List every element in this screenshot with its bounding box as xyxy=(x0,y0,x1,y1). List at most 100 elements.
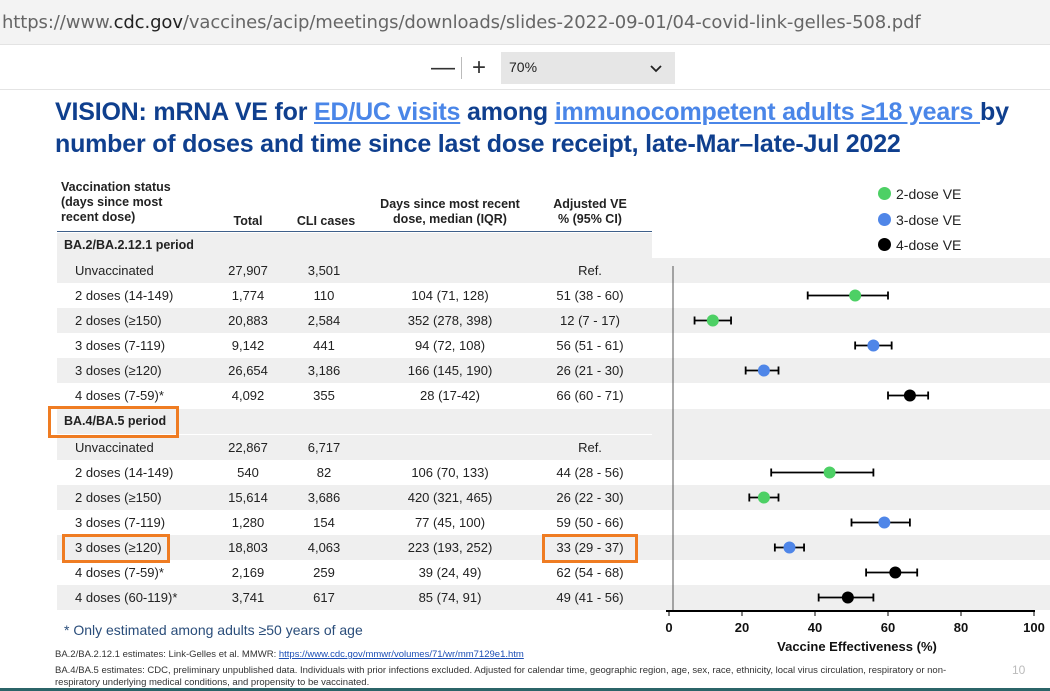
cell-cli: 6,717 xyxy=(307,440,341,455)
period-label: BA.4/BA.5 period xyxy=(57,409,652,434)
cell-cli: 110 xyxy=(313,288,335,303)
header-days-since-dose: Days since most recent dose, median (IQR… xyxy=(370,197,530,227)
cell-total: 27,907 xyxy=(228,263,268,278)
cell-cli: 3,686 xyxy=(307,490,341,505)
cell-total: 26,654 xyxy=(228,363,268,378)
highlight-3-doses-120 xyxy=(62,534,170,563)
cell-status: 2 doses (≥150) xyxy=(75,490,162,505)
ve-marker xyxy=(841,591,854,604)
cell-total: 18,803 xyxy=(228,540,268,555)
zoom-in-button[interactable]: + xyxy=(471,54,486,81)
cell-total: 20,883 xyxy=(228,313,268,328)
cell-total: 9,142 xyxy=(231,338,265,353)
cell-ve: 26 (22 - 30) xyxy=(556,490,624,505)
slide-title-line-1: VISION: mRNA VE for ED/UC visits among i… xyxy=(55,98,1009,127)
cell-ve: 44 (28 - 56) xyxy=(556,465,624,480)
table-row: 4 doses (60-119)* 3,741 617 85 (74, 91) 49 (… xyxy=(57,585,652,610)
ve-marker xyxy=(783,541,796,554)
ve-marker xyxy=(757,491,770,504)
x-tick-label: 100 xyxy=(1023,620,1045,635)
cell-status: 2 doses (14-149) xyxy=(75,465,174,480)
url-prefix: https://www. xyxy=(2,12,114,33)
cell-days: 104 (71, 128) xyxy=(411,288,489,303)
cell-total: 540 xyxy=(237,465,259,480)
source-line-3: respiratory underlying medical condition… xyxy=(55,677,370,688)
cell-total: 22,867 xyxy=(228,440,268,455)
cell-cli: 3,186 xyxy=(307,363,341,378)
cell-days: 352 (278, 398) xyxy=(407,313,493,328)
cell-cli: 154 xyxy=(313,515,335,530)
ve-point xyxy=(693,314,732,327)
ve-point xyxy=(865,566,919,579)
cell-ve: Ref. xyxy=(578,263,602,278)
x-tick-label: 80 xyxy=(954,620,968,635)
url-path: /vaccines/acip/meetings/downloads/slides… xyxy=(182,12,921,33)
cell-days: 85 (74, 91) xyxy=(418,590,482,605)
cell-ve: 56 (51 - 61) xyxy=(556,338,624,353)
cell-ve: 66 (60 - 71) xyxy=(556,388,624,403)
cell-total: 15,614 xyxy=(228,490,268,505)
zoom-select[interactable]: 70% xyxy=(501,52,675,84)
row-band xyxy=(652,409,1050,435)
zoom-out-button[interactable]: — xyxy=(431,54,455,81)
ve-marker xyxy=(903,389,916,402)
legend-4-dose: 4-dose VE xyxy=(878,237,961,253)
ve-point xyxy=(770,466,875,479)
title-text: VISION: mRNA VE for xyxy=(55,98,314,126)
table-row: 2 doses (≥150) 20,883 2,584 352 (278, 398) 1… xyxy=(57,308,652,333)
cell-cli: 4,063 xyxy=(307,540,341,555)
cell-ve: 33 (29 - 37) xyxy=(556,540,624,555)
ve-point xyxy=(817,591,875,604)
header-total: Total xyxy=(233,214,263,228)
table-row: 4 doses (7-59)* 2,169 259 39 (24, 49) 62 (54… xyxy=(57,560,652,585)
address-bar[interactable]: https://www.cdc.gov/vaccines/acip/meetin… xyxy=(0,0,1050,45)
cell-status: 4 doses (60-119)* xyxy=(75,590,178,605)
cell-status: 3 doses (≥120) xyxy=(75,363,162,378)
green-dot-icon xyxy=(878,187,891,200)
title-link-immunocompetent-adults[interactable]: immunocompetent adults ≥18 years xyxy=(554,98,981,126)
highlight-ba4-ba5-period xyxy=(48,406,179,438)
table-row: 3 doses (7-119) 1,280 154 77 (45, 100) 59 (5… xyxy=(57,510,652,535)
ve-marker xyxy=(878,516,891,529)
x-tick-label: 60 xyxy=(881,620,895,635)
ve-forest-plot: 0 20 40 60 80 100 Vaccine Effectiveness (%) xyxy=(665,266,1045,654)
cell-status: 2 doses (≥150) xyxy=(75,313,162,328)
header-line: Vaccination status xyxy=(61,180,171,194)
blue-dot-icon xyxy=(878,213,891,226)
cell-total: 1,280 xyxy=(231,515,265,530)
cell-status: 4 doses (7-59)* xyxy=(75,388,164,403)
table-row: 2 doses (14-149) 540 82 106 (70, 133) 44 (28… xyxy=(57,460,652,485)
header-vaccination-status: Vaccination status (days since most rece… xyxy=(61,180,171,225)
highlight-ve-33 xyxy=(542,534,638,563)
url-text[interactable]: https://www.cdc.gov/vaccines/acip/meetin… xyxy=(2,12,921,33)
cell-cli: 617 xyxy=(313,590,335,605)
cell-cli: 3,501 xyxy=(307,263,341,278)
slide-title-line-2: number of doses and time since last dose… xyxy=(55,130,901,158)
table-row: 2 doses (14-149) 1,774 110 104 (71, 128) 51 … xyxy=(57,283,652,308)
cell-total: 2,169 xyxy=(231,565,265,580)
legend-label: 2-dose VE xyxy=(896,186,962,202)
row-band xyxy=(652,435,1050,460)
cell-days: 39 (24, 49) xyxy=(418,565,482,580)
cell-status: Unvaccinated xyxy=(75,263,154,278)
x-tick-label: 40 xyxy=(808,620,822,635)
period-label: BA.2/BA.2.12.1 period xyxy=(57,233,652,258)
bottom-accent-bar xyxy=(0,688,1050,691)
ve-point xyxy=(854,339,893,352)
url-domain: cdc.gov xyxy=(113,12,183,33)
table-row: 3 doses (≥120) 18,803 4,063 223 (193, 252) 3… xyxy=(57,535,652,560)
table-row: 4 doses (7-59)* 4,092 355 28 (17-42) 66 (60 … xyxy=(57,383,652,408)
cell-ve: Ref. xyxy=(578,440,602,455)
table-row: 3 doses (7-119) 9,142 441 94 (72, 108) 56 (5… xyxy=(57,333,652,358)
row-band xyxy=(652,535,1050,560)
footnote: * Only estimated among adults ≥50 years … xyxy=(64,622,363,638)
cell-status: 3 doses (≥120) xyxy=(75,540,162,555)
cell-ve: 51 (38 - 60) xyxy=(556,288,624,303)
header-line: Days since most recent xyxy=(380,197,520,211)
header-line: recent dose) xyxy=(61,210,136,224)
title-link-ed-uc-visits[interactable]: ED/UC visits xyxy=(314,98,461,126)
table-row: 3 doses (≥120) 26,654 3,186 166 (145, 190) 2… xyxy=(57,358,652,383)
table-row: Unvaccinated 27,907 3,501 Ref. xyxy=(57,258,652,283)
mmwr-link[interactable]: https://www.cdc.gov/mmwr/volumes/71/wr/m… xyxy=(278,649,524,660)
cell-ve: 49 (41 - 56) xyxy=(556,590,624,605)
